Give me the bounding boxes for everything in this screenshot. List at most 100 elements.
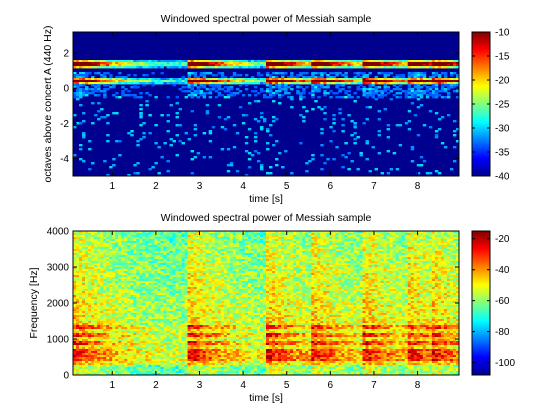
heatmap-cell xyxy=(166,287,170,290)
heatmap-cell xyxy=(130,267,134,270)
heatmap-cell xyxy=(353,100,357,103)
heatmap-cell xyxy=(196,325,201,328)
heatmap-cell xyxy=(142,369,146,372)
heatmap-cell xyxy=(139,331,143,334)
heatmap-cell xyxy=(163,289,167,292)
heatmap-cell xyxy=(163,78,167,81)
heatmap-cell xyxy=(302,106,306,109)
heatmap-cell xyxy=(121,277,125,280)
heatmap-cell xyxy=(229,62,234,65)
heatmap-cell xyxy=(133,253,137,256)
heatmap-cell xyxy=(145,337,149,340)
heatmap-cell xyxy=(130,245,134,248)
heatmap-cell xyxy=(377,90,381,93)
heatmap-cell xyxy=(428,80,433,83)
heatmap-cell xyxy=(175,321,179,324)
heatmap-cell xyxy=(371,146,375,149)
heatmap-cell xyxy=(178,231,182,234)
heatmap-cell xyxy=(139,251,143,254)
heatmap-cell xyxy=(368,86,372,89)
heatmap-cell xyxy=(82,80,86,83)
heatmap-cell xyxy=(184,253,188,256)
heatmap-cell xyxy=(139,347,143,350)
heatmap-cell xyxy=(184,325,188,328)
heatmap-cell xyxy=(172,365,176,368)
heatmap-cell xyxy=(350,80,354,83)
heatmap-cell xyxy=(148,359,152,362)
heatmap-cell xyxy=(142,245,146,248)
heatmap-cell xyxy=(127,305,131,308)
heatmap-cell xyxy=(112,243,116,246)
heatmap-cell xyxy=(142,363,146,366)
heatmap-cell xyxy=(73,295,77,298)
heatmap-cell xyxy=(91,245,95,248)
heatmap-cell xyxy=(407,92,412,95)
heatmap-cell xyxy=(148,357,152,360)
heatmap-cell xyxy=(118,261,122,264)
heatmap-cell xyxy=(383,78,388,81)
heatmap-cell xyxy=(130,78,134,81)
heatmap-cell xyxy=(172,313,176,316)
heatmap-cell xyxy=(196,96,201,99)
heatmap-cell xyxy=(314,84,318,87)
heatmap-cell xyxy=(380,66,385,69)
heatmap-cell xyxy=(175,373,179,376)
heatmap-cell xyxy=(193,62,198,65)
heatmap-cell xyxy=(353,132,357,135)
heatmap-cell xyxy=(302,66,306,69)
heatmap-cell xyxy=(139,363,143,366)
heatmap-cell xyxy=(151,265,155,268)
heatmap-cell xyxy=(181,357,185,360)
heatmap-cell xyxy=(169,367,173,370)
heatmap-cell xyxy=(76,245,80,248)
heatmap-cell xyxy=(79,283,83,286)
heatmap-cell xyxy=(163,357,167,360)
heatmap-cell xyxy=(97,373,101,376)
heatmap-cell xyxy=(76,233,80,236)
heatmap-cell xyxy=(151,253,155,256)
heatmap-cell xyxy=(97,297,101,300)
heatmap-cell xyxy=(431,64,436,67)
heatmap-cell xyxy=(109,343,113,346)
heatmap-cell xyxy=(187,237,192,240)
heatmap-cell xyxy=(121,351,125,354)
heatmap-cell xyxy=(127,279,131,282)
heatmap-cell xyxy=(142,122,146,125)
heatmap-cell xyxy=(136,281,140,284)
heatmap-cell xyxy=(398,92,403,95)
heatmap-cell xyxy=(97,86,101,89)
heatmap-cell xyxy=(187,62,192,65)
heatmap-cell xyxy=(196,257,201,260)
heatmap-cell xyxy=(115,92,119,95)
heatmap-cell xyxy=(217,82,222,85)
heatmap-cell xyxy=(100,261,104,264)
heatmap-cell xyxy=(142,265,146,268)
heatmap-cell xyxy=(163,249,167,252)
heatmap-cell xyxy=(287,66,291,69)
heatmap-cell xyxy=(154,299,158,302)
heatmap-cell xyxy=(193,80,198,83)
heatmap-cell xyxy=(440,96,445,99)
heatmap-cell xyxy=(124,311,128,314)
heatmap-cell xyxy=(431,66,436,69)
heatmap-cell xyxy=(94,66,98,69)
heatmap-cell xyxy=(109,345,113,348)
heatmap-cell xyxy=(88,339,92,342)
heatmap-cell xyxy=(85,60,89,63)
heatmap-cell xyxy=(172,239,176,242)
heatmap-cell xyxy=(133,239,137,242)
heatmap-cell xyxy=(145,237,149,240)
heatmap-cell xyxy=(142,359,146,362)
heatmap-cell xyxy=(226,62,231,65)
heatmap-cell xyxy=(428,172,433,175)
heatmap-cell xyxy=(139,231,143,234)
heatmap-cell xyxy=(181,60,185,63)
heatmap-cell xyxy=(154,309,158,312)
heatmap-cell xyxy=(398,96,403,99)
heatmap-cell xyxy=(281,82,285,85)
heatmap-cell xyxy=(157,235,161,238)
heatmap-cell xyxy=(311,154,315,157)
heatmap-cell xyxy=(253,82,258,85)
heatmap-cell xyxy=(187,329,192,332)
heatmap-cell xyxy=(127,74,131,77)
